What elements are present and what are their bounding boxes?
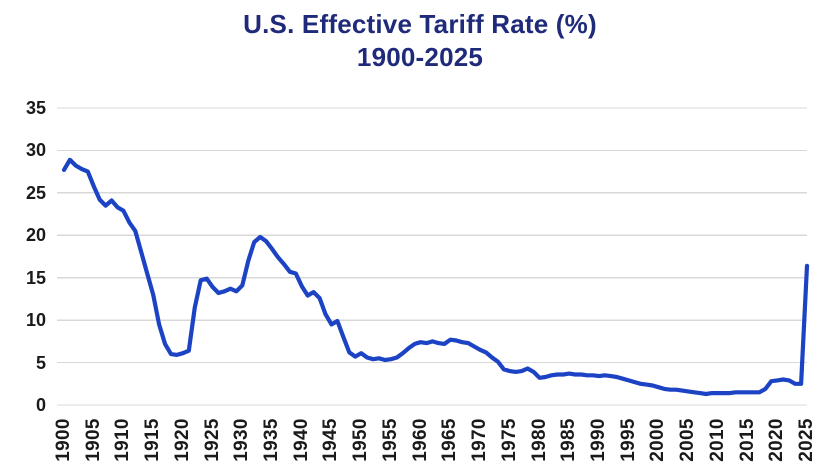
x-tick-label: 1960 bbox=[409, 418, 431, 462]
x-tick-label: 1995 bbox=[617, 418, 639, 462]
y-tick-label: 30 bbox=[25, 140, 46, 161]
x-tick-label: 1950 bbox=[350, 418, 372, 462]
x-tick-label: 1910 bbox=[112, 418, 134, 462]
chart-title: U.S. Effective Tariff Rate (%) 1900-2025 bbox=[0, 8, 840, 74]
x-tick-label: 1920 bbox=[171, 418, 193, 462]
x-tick-label: 1935 bbox=[261, 418, 283, 462]
x-tick-label: 2020 bbox=[766, 418, 788, 462]
y-tick-label: 15 bbox=[25, 267, 46, 288]
chart-title-line1: U.S. Effective Tariff Rate (%) bbox=[243, 9, 597, 39]
y-tick-label: 0 bbox=[35, 395, 46, 415]
x-tick-label: 2025 bbox=[796, 418, 817, 462]
y-tick-label: 35 bbox=[25, 98, 46, 118]
x-tick-label: 1900 bbox=[53, 418, 74, 462]
chart-title-line2: 1900-2025 bbox=[356, 42, 484, 72]
x-tick-label: 2000 bbox=[647, 418, 669, 462]
x-tick-label: 1985 bbox=[558, 418, 580, 462]
x-tick-label: 1970 bbox=[469, 418, 491, 462]
y-tick-label: 5 bbox=[35, 352, 46, 373]
x-tick-label: 2005 bbox=[677, 418, 699, 462]
chart-line bbox=[61, 157, 810, 397]
x-tick-label: 1980 bbox=[528, 418, 550, 462]
y-tick-label: 10 bbox=[25, 310, 46, 331]
x-tick-label: 1930 bbox=[231, 418, 253, 462]
y-tick-label: 25 bbox=[25, 182, 46, 203]
x-tick-label: 1945 bbox=[320, 418, 342, 462]
x-tick-label: 1975 bbox=[498, 418, 520, 462]
x-tick-label: 1915 bbox=[142, 418, 164, 462]
x-tick-label: 1965 bbox=[439, 418, 461, 462]
x-tick-label: 2015 bbox=[736, 418, 758, 462]
x-tick-label: 1955 bbox=[379, 418, 401, 462]
x-tick-label: 2010 bbox=[706, 418, 728, 462]
x-tick-label: 1905 bbox=[82, 418, 104, 462]
y-tick-label: 20 bbox=[25, 225, 46, 246]
x-tick-label: 1940 bbox=[290, 418, 312, 462]
x-tick-label: 1990 bbox=[587, 418, 609, 462]
x-tick-label: 1925 bbox=[201, 418, 223, 462]
